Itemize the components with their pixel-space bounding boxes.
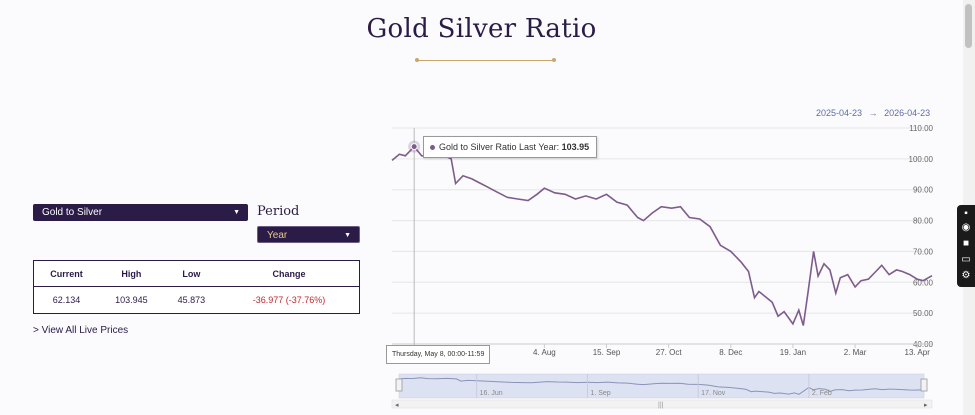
navigator-scrollbar[interactable] (391, 399, 933, 409)
tooltip-value: 103.95 (561, 142, 590, 152)
x-tick-label: 8. Dec (719, 348, 742, 357)
x-axis: 4. Aug 15. Sep 27. Oct 8. Dec 19. Jan 2. Mar 1… (392, 343, 932, 357)
stats-value-row: 62.134 103.945 45.873 -36.977 (-37.76%) (34, 287, 360, 314)
stats-header-high: High (99, 260, 164, 287)
navigator-handle[interactable] (395, 378, 403, 392)
camera-icon[interactable]: ◉ (961, 222, 971, 233)
navigator-handle[interactable] (920, 378, 928, 392)
screenshot-icon[interactable]: ▪ (964, 208, 968, 219)
divider-dot-left (415, 58, 419, 62)
hover-dot (410, 143, 418, 151)
view-all-live-prices-link[interactable]: > View All Live Prices (33, 325, 129, 336)
gear-icon[interactable]: ⚙ (961, 270, 971, 281)
x-tick-label: 2. Mar (844, 348, 867, 357)
y-tick-label: 70.00 (913, 247, 934, 256)
scrollbar-thumb[interactable] (965, 4, 972, 48)
stats-header-change: Change (219, 260, 360, 287)
scroll-grip-icon[interactable]: ||| (658, 402, 664, 409)
y-tick-label: 50.00 (913, 309, 934, 318)
navigator-tick-label: 2. Feb (812, 390, 832, 397)
stats-current-value: 62.134 (52, 295, 81, 305)
y-tick-label: 60.00 (913, 278, 934, 287)
ratio-series-line (391, 145, 933, 326)
range-arrow: → (868, 108, 878, 118)
x-tick-label: 4. Aug (533, 348, 556, 357)
navigator-tick-label: 16. Jun (480, 390, 503, 397)
tooltip-series: Gold to Silver Ratio Last Year: (439, 142, 560, 152)
pair-select-value: Gold to Silver (42, 207, 103, 218)
navigator-tick-label: 1. Sep (590, 390, 610, 397)
x-tick-label: 13. Apr (905, 348, 931, 357)
y-tick-label: 110.00 (909, 124, 933, 133)
side-toolbar: ▪ ◉ ■ ▭ ⚙ (957, 205, 975, 287)
scroll-left-arrow-icon[interactable]: ◂ (395, 402, 399, 409)
stats-change-value: -36.977 (-37.76%) (252, 295, 326, 305)
stats-header-row: Current High Low Change (33, 260, 360, 287)
y-tick-label: 90.00 (913, 186, 934, 195)
x-tick-label: 27. Oct (656, 348, 683, 357)
series-dot-icon (430, 145, 435, 151)
stats-low-value: 45.873 (177, 295, 206, 305)
pair-select[interactable]: Gold to Silver ▼ (33, 204, 248, 221)
navigator[interactable]: 16. Jun 1. Sep 17. Nov 2. Feb ◂ ▸ ||| (391, 373, 933, 409)
window-icon[interactable]: ▭ (961, 254, 971, 265)
hover-point (408, 140, 421, 153)
stats-header-current: Current (33, 260, 100, 287)
period-select-value: Year (267, 230, 288, 241)
video-icon[interactable]: ■ (962, 238, 970, 249)
navigator-window (398, 373, 925, 399)
stats-header-low: Low (163, 260, 219, 287)
chart-grid (392, 127, 924, 345)
navigator-tick-label: 17. Nov (701, 390, 726, 397)
chevron-down-icon: ▼ (344, 232, 351, 239)
ratio-line-chart[interactable]: 110.00100.0090.0080.0070.0060.0050.0040.… (380, 120, 943, 412)
date-range[interactable]: 2025-04-23 → 2026-04-23 (816, 108, 930, 118)
stats-table: Current High Low Change 62.134 103.945 4… (33, 260, 360, 314)
period-select[interactable]: Year ▼ (257, 226, 360, 243)
title-divider (418, 60, 554, 61)
chart-tooltip: Gold to Silver Ratio Last Year: 103.95 (423, 136, 598, 158)
y-tick-label: 80.00 (913, 217, 934, 226)
y-axis: 110.00100.0090.0080.0070.0060.0050.0040.… (909, 124, 934, 349)
page-title: Gold Silver Ratio (366, 14, 597, 44)
divider-dot-right (552, 58, 556, 62)
x-tick-label: 15. Sep (593, 348, 621, 357)
period-label: Period (257, 204, 300, 219)
chevron-down-icon: ▼ (233, 209, 240, 216)
x-tick-label: 19. Jan (780, 348, 806, 357)
scroll-right-arrow-icon[interactable]: ▸ (924, 402, 928, 409)
stats-high-value: 103.945 (115, 295, 148, 305)
range-from[interactable]: 2025-04-23 (816, 108, 863, 118)
hover-date-label: Thursday, May 8, 00:00-11:59 (386, 345, 491, 364)
range-to[interactable]: 2026-04-23 (884, 108, 931, 118)
y-tick-label: 100.00 (909, 155, 934, 164)
